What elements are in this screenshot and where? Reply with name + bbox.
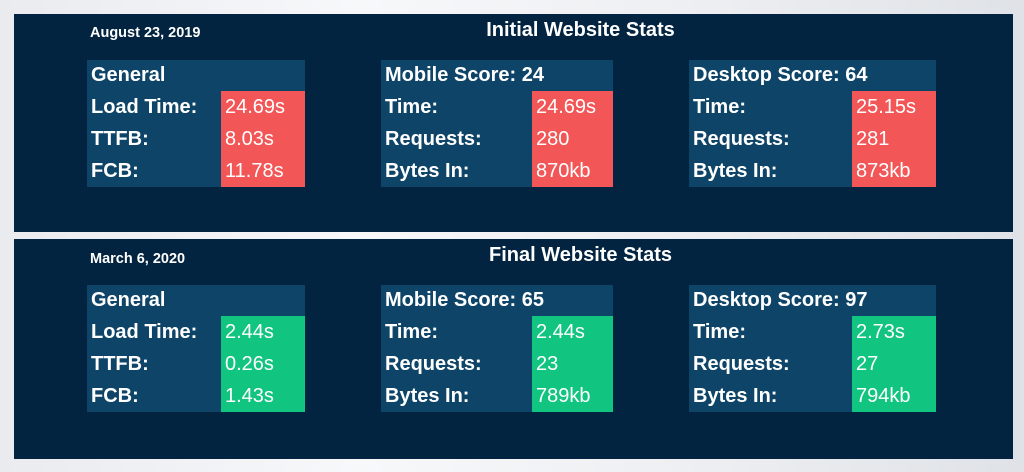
table-row: Time: 2.44s xyxy=(381,316,613,348)
table-row: Requests: 281 xyxy=(689,123,936,155)
final-general-heading: General xyxy=(87,285,305,316)
final-desktop-table: Desktop Score: 97 Time: 2.73s Requests: … xyxy=(689,285,936,412)
table-row: Requests: 23 xyxy=(381,348,613,380)
final-date: March 6, 2020 xyxy=(90,251,186,267)
stat-value: 280 xyxy=(532,123,613,155)
final-general-table: General Load Time: 2.44s TTFB: 0.26s FCB… xyxy=(87,285,305,412)
stat-label: TTFB: xyxy=(87,348,221,380)
stat-label: Time: xyxy=(689,91,852,123)
table-row: Bytes In: 870kb xyxy=(381,155,613,187)
stat-value: 25.15s xyxy=(852,91,936,123)
stat-label: Requests: xyxy=(381,123,532,155)
table-row: FCB: 11.78s xyxy=(87,155,305,187)
stat-value: 2.44s xyxy=(532,316,613,348)
stat-value: 2.73s xyxy=(852,316,936,348)
stat-value: 1.43s xyxy=(221,380,305,412)
table-row: FCB: 1.43s xyxy=(87,380,305,412)
stat-value: 24.69s xyxy=(532,91,613,123)
initial-mobile-table: Mobile Score: 24 Time: 24.69s Requests: … xyxy=(381,60,613,187)
initial-desktop-table: Desktop Score: 64 Time: 25.15s Requests:… xyxy=(689,60,936,187)
final-mobile-heading: Mobile Score: 65 xyxy=(381,285,613,316)
final-stats-panel: March 6, 2020 Final Website Stats Genera… xyxy=(14,239,1013,459)
table-row: Bytes In: 794kb xyxy=(689,380,936,412)
initial-mobile-heading: Mobile Score: 24 xyxy=(381,60,613,91)
initial-date: August 23, 2019 xyxy=(90,25,201,41)
stat-label: Bytes In: xyxy=(381,155,532,187)
table-row: Requests: 280 xyxy=(381,123,613,155)
stat-value: 23 xyxy=(532,348,613,380)
stat-label: FCB: xyxy=(87,380,221,412)
stat-label: TTFB: xyxy=(87,123,221,155)
table-row: Requests: 27 xyxy=(689,348,936,380)
stat-label: Time: xyxy=(381,316,532,348)
table-row: Load Time: 24.69s xyxy=(87,91,305,123)
stat-value: 27 xyxy=(852,348,936,380)
stat-label: Requests: xyxy=(381,348,532,380)
stat-label: Bytes In: xyxy=(689,380,852,412)
final-title: Final Website Stats xyxy=(488,244,672,266)
stat-label: Bytes In: xyxy=(689,155,852,187)
stat-value: 281 xyxy=(852,123,936,155)
final-mobile-table: Mobile Score: 65 Time: 2.44s Requests: 2… xyxy=(381,285,613,412)
stat-value: 789kb xyxy=(532,380,613,412)
stat-label: Time: xyxy=(381,91,532,123)
stat-value: 870kb xyxy=(532,155,613,187)
stat-value: 24.69s xyxy=(221,91,305,123)
stat-value: 2.44s xyxy=(221,316,305,348)
stat-label: Load Time: xyxy=(87,316,221,348)
table-row: Time: 2.73s xyxy=(689,316,936,348)
stat-value: 11.78s xyxy=(221,155,305,187)
stat-value: 873kb xyxy=(852,155,936,187)
table-row: Bytes In: 873kb xyxy=(689,155,936,187)
stat-value: 8.03s xyxy=(221,123,305,155)
table-row: TTFB: 0.26s xyxy=(87,348,305,380)
stat-label: Bytes In: xyxy=(381,380,532,412)
stat-label: Load Time: xyxy=(87,91,221,123)
table-row: Load Time: 2.44s xyxy=(87,316,305,348)
stat-label: FCB: xyxy=(87,155,221,187)
initial-general-heading: General xyxy=(87,60,305,91)
initial-desktop-heading: Desktop Score: 64 xyxy=(689,60,936,91)
stat-label: Requests: xyxy=(689,123,852,155)
table-row: Time: 24.69s xyxy=(381,91,613,123)
table-row: Bytes In: 789kb xyxy=(381,380,613,412)
stat-value: 794kb xyxy=(852,380,936,412)
initial-general-table: General Load Time: 24.69s TTFB: 8.03s FC… xyxy=(87,60,305,187)
stat-label: Time: xyxy=(689,316,852,348)
stat-label: Requests: xyxy=(689,348,852,380)
stat-value: 0.26s xyxy=(221,348,305,380)
final-desktop-heading: Desktop Score: 97 xyxy=(689,285,936,316)
table-row: Time: 25.15s xyxy=(689,91,936,123)
table-row: TTFB: 8.03s xyxy=(87,123,305,155)
initial-stats-panel: August 23, 2019 Initial Website Stats Ge… xyxy=(14,14,1013,232)
initial-title: Initial Website Stats xyxy=(486,19,675,41)
